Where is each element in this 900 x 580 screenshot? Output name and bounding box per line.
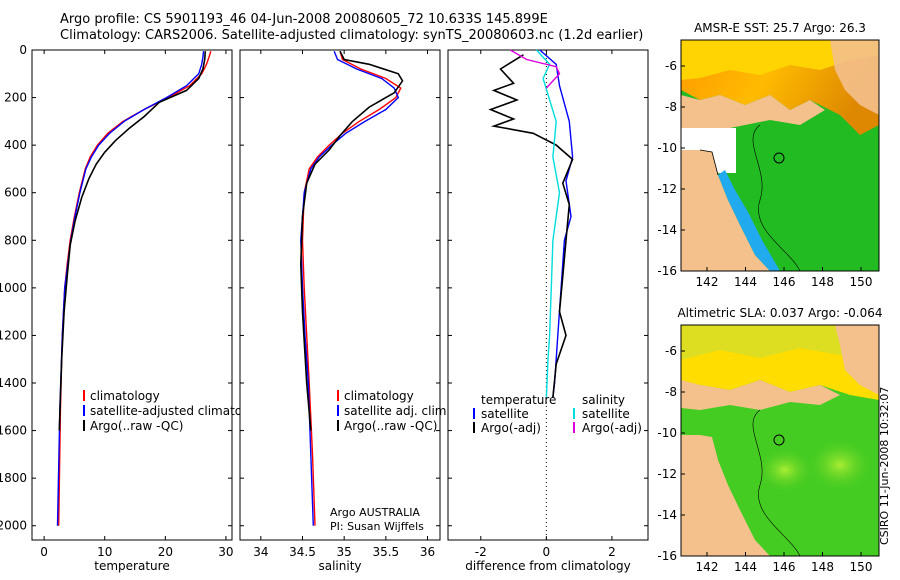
x-axis-label: salinity — [318, 559, 361, 573]
legend-entry: temperature — [481, 393, 556, 407]
x-tick-label: 34 — [253, 545, 268, 559]
y-tick-label: 2000 — [0, 519, 27, 533]
series-line-temperature-argo-adj- — [488, 54, 574, 398]
y-tick-label: -16 — [657, 264, 677, 278]
legend-entry: Argo(-adj) — [582, 421, 642, 435]
x-tick-label: -2 — [475, 545, 487, 559]
legend-entry: climatology — [90, 389, 160, 403]
x-tick-label: 36 — [420, 545, 435, 559]
x-tick-label: 144 — [734, 560, 757, 574]
x-tick-label: 148 — [811, 560, 834, 574]
salinity-axes-box — [239, 49, 441, 541]
y-tick-label: 800 — [4, 233, 27, 247]
y-tick-label: 1000 — [0, 281, 27, 295]
legend-entry: climatology — [344, 389, 414, 403]
temperature-panel: 0 10 20 30 temperature 0 200 400 600 800 1000 1200 1… — [0, 43, 268, 573]
sst-map — [680, 39, 880, 272]
legend-entry: Argo(-adj) — [481, 421, 541, 435]
sla-map — [680, 324, 880, 557]
x-tick-label: 34.5 — [289, 545, 316, 559]
annotation-text: Argo AUSTRALIA — [330, 506, 420, 519]
y-tick-label: -10 — [657, 141, 677, 155]
y-tick-label: 0 — [19, 43, 27, 57]
x-axis-label: temperature — [94, 559, 169, 573]
y-tick-label: -8 — [665, 100, 677, 114]
y-tick-label: -12 — [657, 182, 677, 196]
y-tick-label: 600 — [4, 186, 27, 200]
x-tick-label: 144 — [734, 275, 757, 289]
legend-entry: Argo(..raw -QC) — [344, 419, 437, 433]
chart-title-line1: Argo profile: CS 5901193_46 04-Jun-2008 … — [60, 12, 548, 27]
legend-entry: satellite-adjusted climatology — [90, 404, 268, 418]
x-tick-label: 146 — [773, 275, 796, 289]
y-tick-label: 1600 — [0, 424, 27, 438]
legend-entry: salinity — [582, 393, 625, 407]
x-tick-label: 35 — [337, 545, 352, 559]
x-tick-label: 0 — [40, 545, 48, 559]
legend-entry: satellite — [582, 407, 630, 421]
y-tick-label: -16 — [657, 549, 677, 563]
y-tick-label: -14 — [657, 223, 677, 237]
series-line-satellite-adjusted-climatology — [56, 51, 205, 526]
x-tick-label: 148 — [811, 275, 834, 289]
y-tick-label: 200 — [4, 91, 27, 105]
difference-axes-box — [447, 49, 649, 541]
x-tick-label: 142 — [696, 275, 719, 289]
x-tick-label: 0 — [543, 545, 551, 559]
sla_map-axes: Altimetric SLA: 0.037 Argo: -0.064 142 144… — [657, 306, 882, 574]
signature: CSIRO 11-Jun-2008 10:32:07 — [878, 386, 891, 545]
x-tick-label: 142 — [696, 560, 719, 574]
legend-entry: satellite — [481, 407, 529, 421]
x-tick-label: 146 — [773, 560, 796, 574]
y-tick-label: 400 — [4, 138, 27, 152]
legend-entry: Argo(..raw -QC) — [90, 419, 183, 433]
y-tick-label: 1200 — [0, 328, 27, 342]
x-tick-label: 2 — [608, 545, 616, 559]
temperature-axes-box — [31, 49, 233, 541]
series-line-argo-raw-qc- — [299, 50, 404, 431]
y-tick-label: -6 — [665, 344, 677, 358]
y-tick-label: -12 — [657, 467, 677, 481]
salinity-panel: 34 34.5 35 35.5 36 salinity climatologysatelli… — [239, 49, 450, 573]
x-tick-label: 150 — [850, 560, 873, 574]
x-tick-label: 35.5 — [372, 545, 399, 559]
sst_map-axes: AMSR-E SST: 25.7 Argo: 26.3 142 144 146 148 1… — [657, 21, 872, 289]
series-line-satellite-adj-clim- — [300, 50, 400, 526]
chart-title-line2: Climatology: CARS2006. Satellite-adjuste… — [60, 28, 644, 43]
annotation-text: PI: Susan Wijffels — [330, 520, 424, 533]
y-tick-label: 1400 — [0, 376, 27, 390]
x-tick-label: 150 — [850, 275, 873, 289]
y-tick-label: -10 — [657, 426, 677, 440]
legend-entry: satellite adj. clim. — [344, 404, 450, 418]
x-tick-label: 30 — [218, 545, 233, 559]
map-title: Altimetric SLA: 0.037 Argo: -0.064 — [677, 306, 882, 320]
series-line-argo-raw-qc- — [58, 51, 207, 431]
series-line-salinity-argo-adj- — [509, 49, 561, 89]
map-title: AMSR-E SST: 25.7 Argo: 26.3 — [694, 21, 866, 35]
y-tick-label: -14 — [657, 508, 677, 522]
series-line-salinity-satellite — [535, 49, 561, 398]
y-tick-label: -6 — [665, 59, 677, 73]
x-tick-label: 10 — [97, 545, 112, 559]
x-axis-label: difference from climatology — [465, 559, 631, 573]
x-tick-label: 20 — [158, 545, 173, 559]
series-line-climatology — [301, 50, 402, 526]
y-tick-label: 1800 — [0, 471, 27, 485]
y-tick-label: -8 — [665, 385, 677, 399]
series-line-temperature-satellite — [539, 49, 574, 398]
